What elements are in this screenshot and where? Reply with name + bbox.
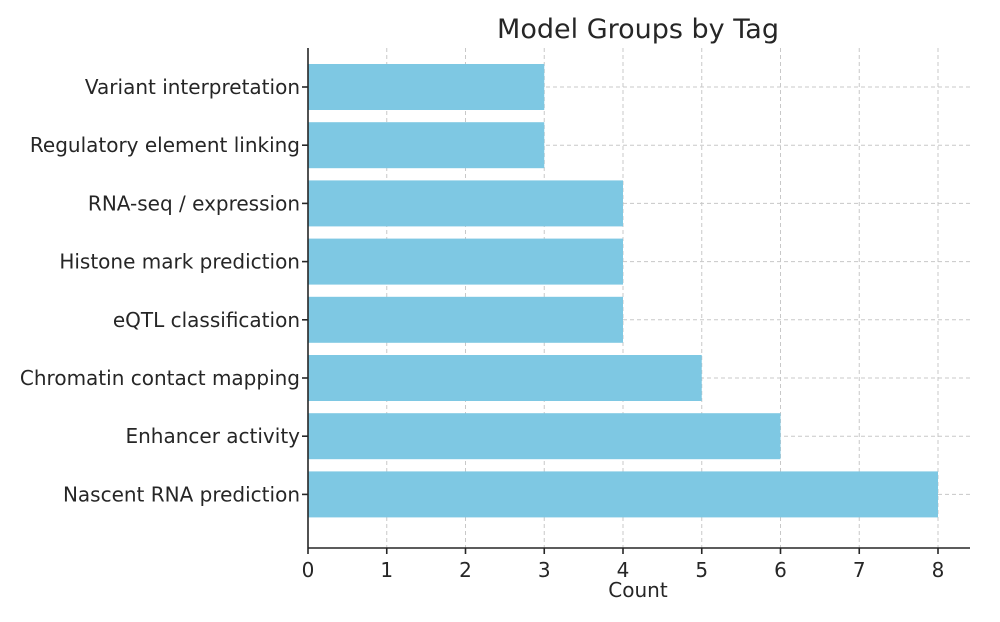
labels-layer: Nascent RNA prediction Enhancer activity C… [20,75,944,582]
bar [308,122,545,169]
bars-layer [308,64,938,518]
bar [308,355,702,401]
x-tick-label: 1 [380,558,393,582]
x-tick-label: 8 [932,558,945,582]
category-label: Nascent RNA prediction [63,482,300,506]
x-axis-title: Count [608,578,668,602]
x-tick-label: 7 [853,558,866,582]
chart-title: Model Groups by Tag [497,14,779,45]
x-tick-label: 3 [538,558,551,582]
category-label: Histone mark prediction [59,250,300,274]
bar [308,180,623,227]
x-tick-label: 6 [774,558,787,582]
category-label: Regulatory element linking [30,133,300,157]
category-label: Enhancer activity [125,424,300,448]
x-tick-label: 4 [617,558,630,582]
bar [308,238,623,285]
x-tick-label: 5 [695,558,708,582]
category-label: Chromatin contact mapping [20,366,300,390]
bar [308,471,938,518]
category-label: RNA-seq / expression [88,191,300,215]
bar [308,296,623,343]
category-label: eQTL classification [113,308,300,332]
x-tick-label: 2 [459,558,472,582]
axes-layer [302,48,970,554]
category-label: Variant interpretation [85,75,300,99]
x-tick-label: 0 [302,558,315,582]
bar [308,413,781,460]
bar [308,64,545,110]
